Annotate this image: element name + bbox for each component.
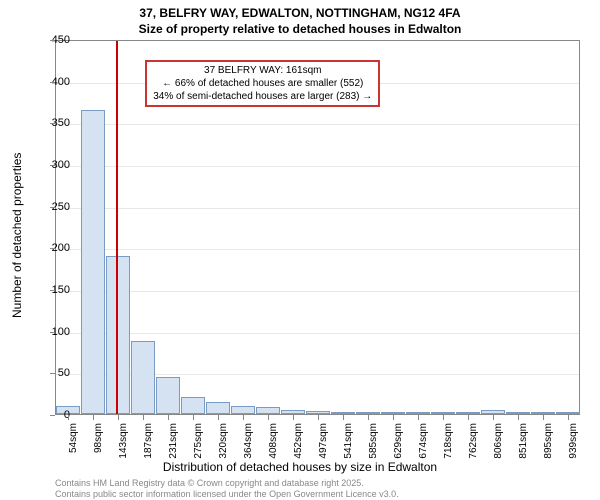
ytick-mark <box>50 290 55 291</box>
footer-line1: Contains HM Land Registry data © Crown c… <box>55 478 399 489</box>
histogram-bar <box>356 412 380 415</box>
ytick-mark <box>50 82 55 83</box>
ytick-mark <box>50 415 55 416</box>
xtick-mark <box>93 415 94 420</box>
ytick-label: 400 <box>40 76 70 88</box>
histogram-bar <box>106 256 130 414</box>
xtick-mark <box>118 415 119 420</box>
chart-title-line2: Size of property relative to detached ho… <box>0 22 600 36</box>
xtick-mark <box>568 415 569 420</box>
annotation-box: 37 BELFRY WAY: 161sqm ← 66% of detached … <box>145 60 380 107</box>
histogram-bar <box>481 410 505 414</box>
xtick-mark <box>393 415 394 420</box>
ytick-mark <box>50 248 55 249</box>
ytick-label: 100 <box>40 326 70 338</box>
ytick-mark <box>50 332 55 333</box>
xtick-mark <box>343 415 344 420</box>
property-marker-line <box>116 41 118 414</box>
xtick-mark <box>168 415 169 420</box>
xtick-mark <box>293 415 294 420</box>
y-axis-label: Number of detached properties <box>10 152 24 317</box>
histogram-bar <box>531 412 555 414</box>
xtick-mark <box>68 415 69 420</box>
xtick-mark <box>443 415 444 420</box>
ytick-label: 250 <box>40 201 70 213</box>
histogram-bar <box>406 412 430 414</box>
chart-title-line1: 37, BELFRY WAY, EDWALTON, NOTTINGHAM, NG… <box>0 6 600 20</box>
histogram-bar <box>306 411 330 414</box>
xtick-mark <box>493 415 494 420</box>
ytick-mark <box>50 123 55 124</box>
histogram-bar <box>256 407 280 414</box>
histogram-bar <box>81 110 105 414</box>
xtick-mark <box>368 415 369 420</box>
gridline <box>56 291 579 292</box>
histogram-bar <box>156 377 180 415</box>
histogram-bar <box>131 341 155 414</box>
ytick-mark <box>50 40 55 41</box>
ytick-label: 50 <box>40 367 70 379</box>
xtick-mark <box>143 415 144 420</box>
gridline <box>56 124 579 125</box>
xtick-mark <box>468 415 469 420</box>
histogram-bar <box>181 397 205 414</box>
xtick-mark <box>318 415 319 420</box>
xtick-mark <box>243 415 244 420</box>
annotation-line1: 37 BELFRY WAY: 161sqm <box>153 64 372 77</box>
plot-area: 37 BELFRY WAY: 161sqm ← 66% of detached … <box>55 40 580 415</box>
footer-attribution: Contains HM Land Registry data © Crown c… <box>55 478 399 500</box>
ytick-mark <box>50 207 55 208</box>
annotation-line3: 34% of semi-detached houses are larger (… <box>153 90 372 103</box>
ytick-mark <box>50 373 55 374</box>
ytick-mark <box>50 165 55 166</box>
ytick-label: 350 <box>40 117 70 129</box>
xtick-mark <box>543 415 544 420</box>
x-axis-label: Distribution of detached houses by size … <box>0 460 600 474</box>
histogram-bar <box>506 412 530 414</box>
histogram-bar <box>281 410 305 414</box>
gridline <box>56 166 579 167</box>
histogram-bar <box>231 406 255 414</box>
xtick-mark <box>268 415 269 420</box>
histogram-bar <box>556 412 580 414</box>
annotation-line2: ← 66% of detached houses are smaller (55… <box>153 77 372 90</box>
ytick-label: 300 <box>40 159 70 171</box>
chart-container: 37, BELFRY WAY, EDWALTON, NOTTINGHAM, NG… <box>0 0 600 500</box>
footer-line2: Contains public sector information licen… <box>55 489 399 500</box>
histogram-bar <box>431 412 455 414</box>
xtick-mark <box>518 415 519 420</box>
ytick-label: 450 <box>40 34 70 46</box>
xtick-mark <box>218 415 219 420</box>
histogram-bar <box>456 412 480 414</box>
histogram-bar <box>206 402 230 415</box>
gridline <box>56 208 579 209</box>
ytick-label: 0 <box>40 409 70 421</box>
xtick-mark <box>418 415 419 420</box>
histogram-bar <box>331 412 355 415</box>
ytick-label: 150 <box>40 284 70 296</box>
gridline <box>56 249 579 250</box>
histogram-bar <box>381 412 405 414</box>
ytick-label: 200 <box>40 242 70 254</box>
gridline <box>56 333 579 334</box>
xtick-mark <box>193 415 194 420</box>
